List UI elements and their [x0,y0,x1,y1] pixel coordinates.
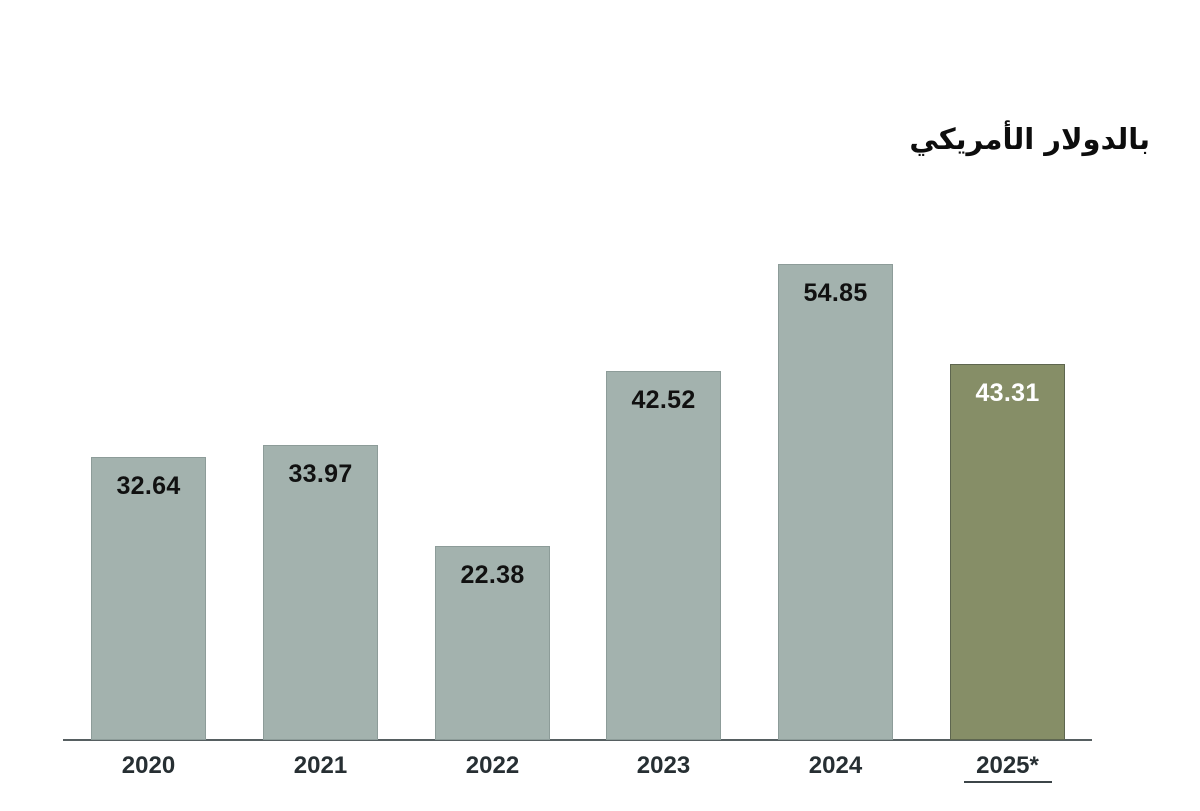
x-tick-label-2022: 2022 [465,752,520,779]
bar-value-label: 22.38 [460,561,525,589]
x-tick-label-2021: 2021 [293,752,348,779]
x-tick-label-2023: 2023 [636,752,691,779]
x-tick-label-2025: 2025* [976,752,1039,779]
chart-title: بالدولار الأمريكي [909,122,1150,156]
bar-2022: 22.38 [435,546,550,740]
bar-value-label: 54.85 [803,279,868,307]
bar-2025: 43.31 [950,364,1065,740]
bar-value-label: 33.97 [288,460,353,488]
x-axis-line [63,739,1092,741]
x-tick-label-2020: 2020 [121,752,176,779]
bar-2023: 42.52 [606,371,721,740]
bar-value-label: 42.52 [631,386,696,414]
bar-2024: 54.85 [778,264,893,740]
bar-2021: 33.97 [263,445,378,740]
x-tick-underline [963,781,1052,783]
bar-2020: 32.64 [91,457,206,740]
bar-value-label: 32.64 [116,472,181,500]
x-tick-label-2024: 2024 [808,752,863,779]
bar-value-label: 43.31 [975,379,1040,407]
